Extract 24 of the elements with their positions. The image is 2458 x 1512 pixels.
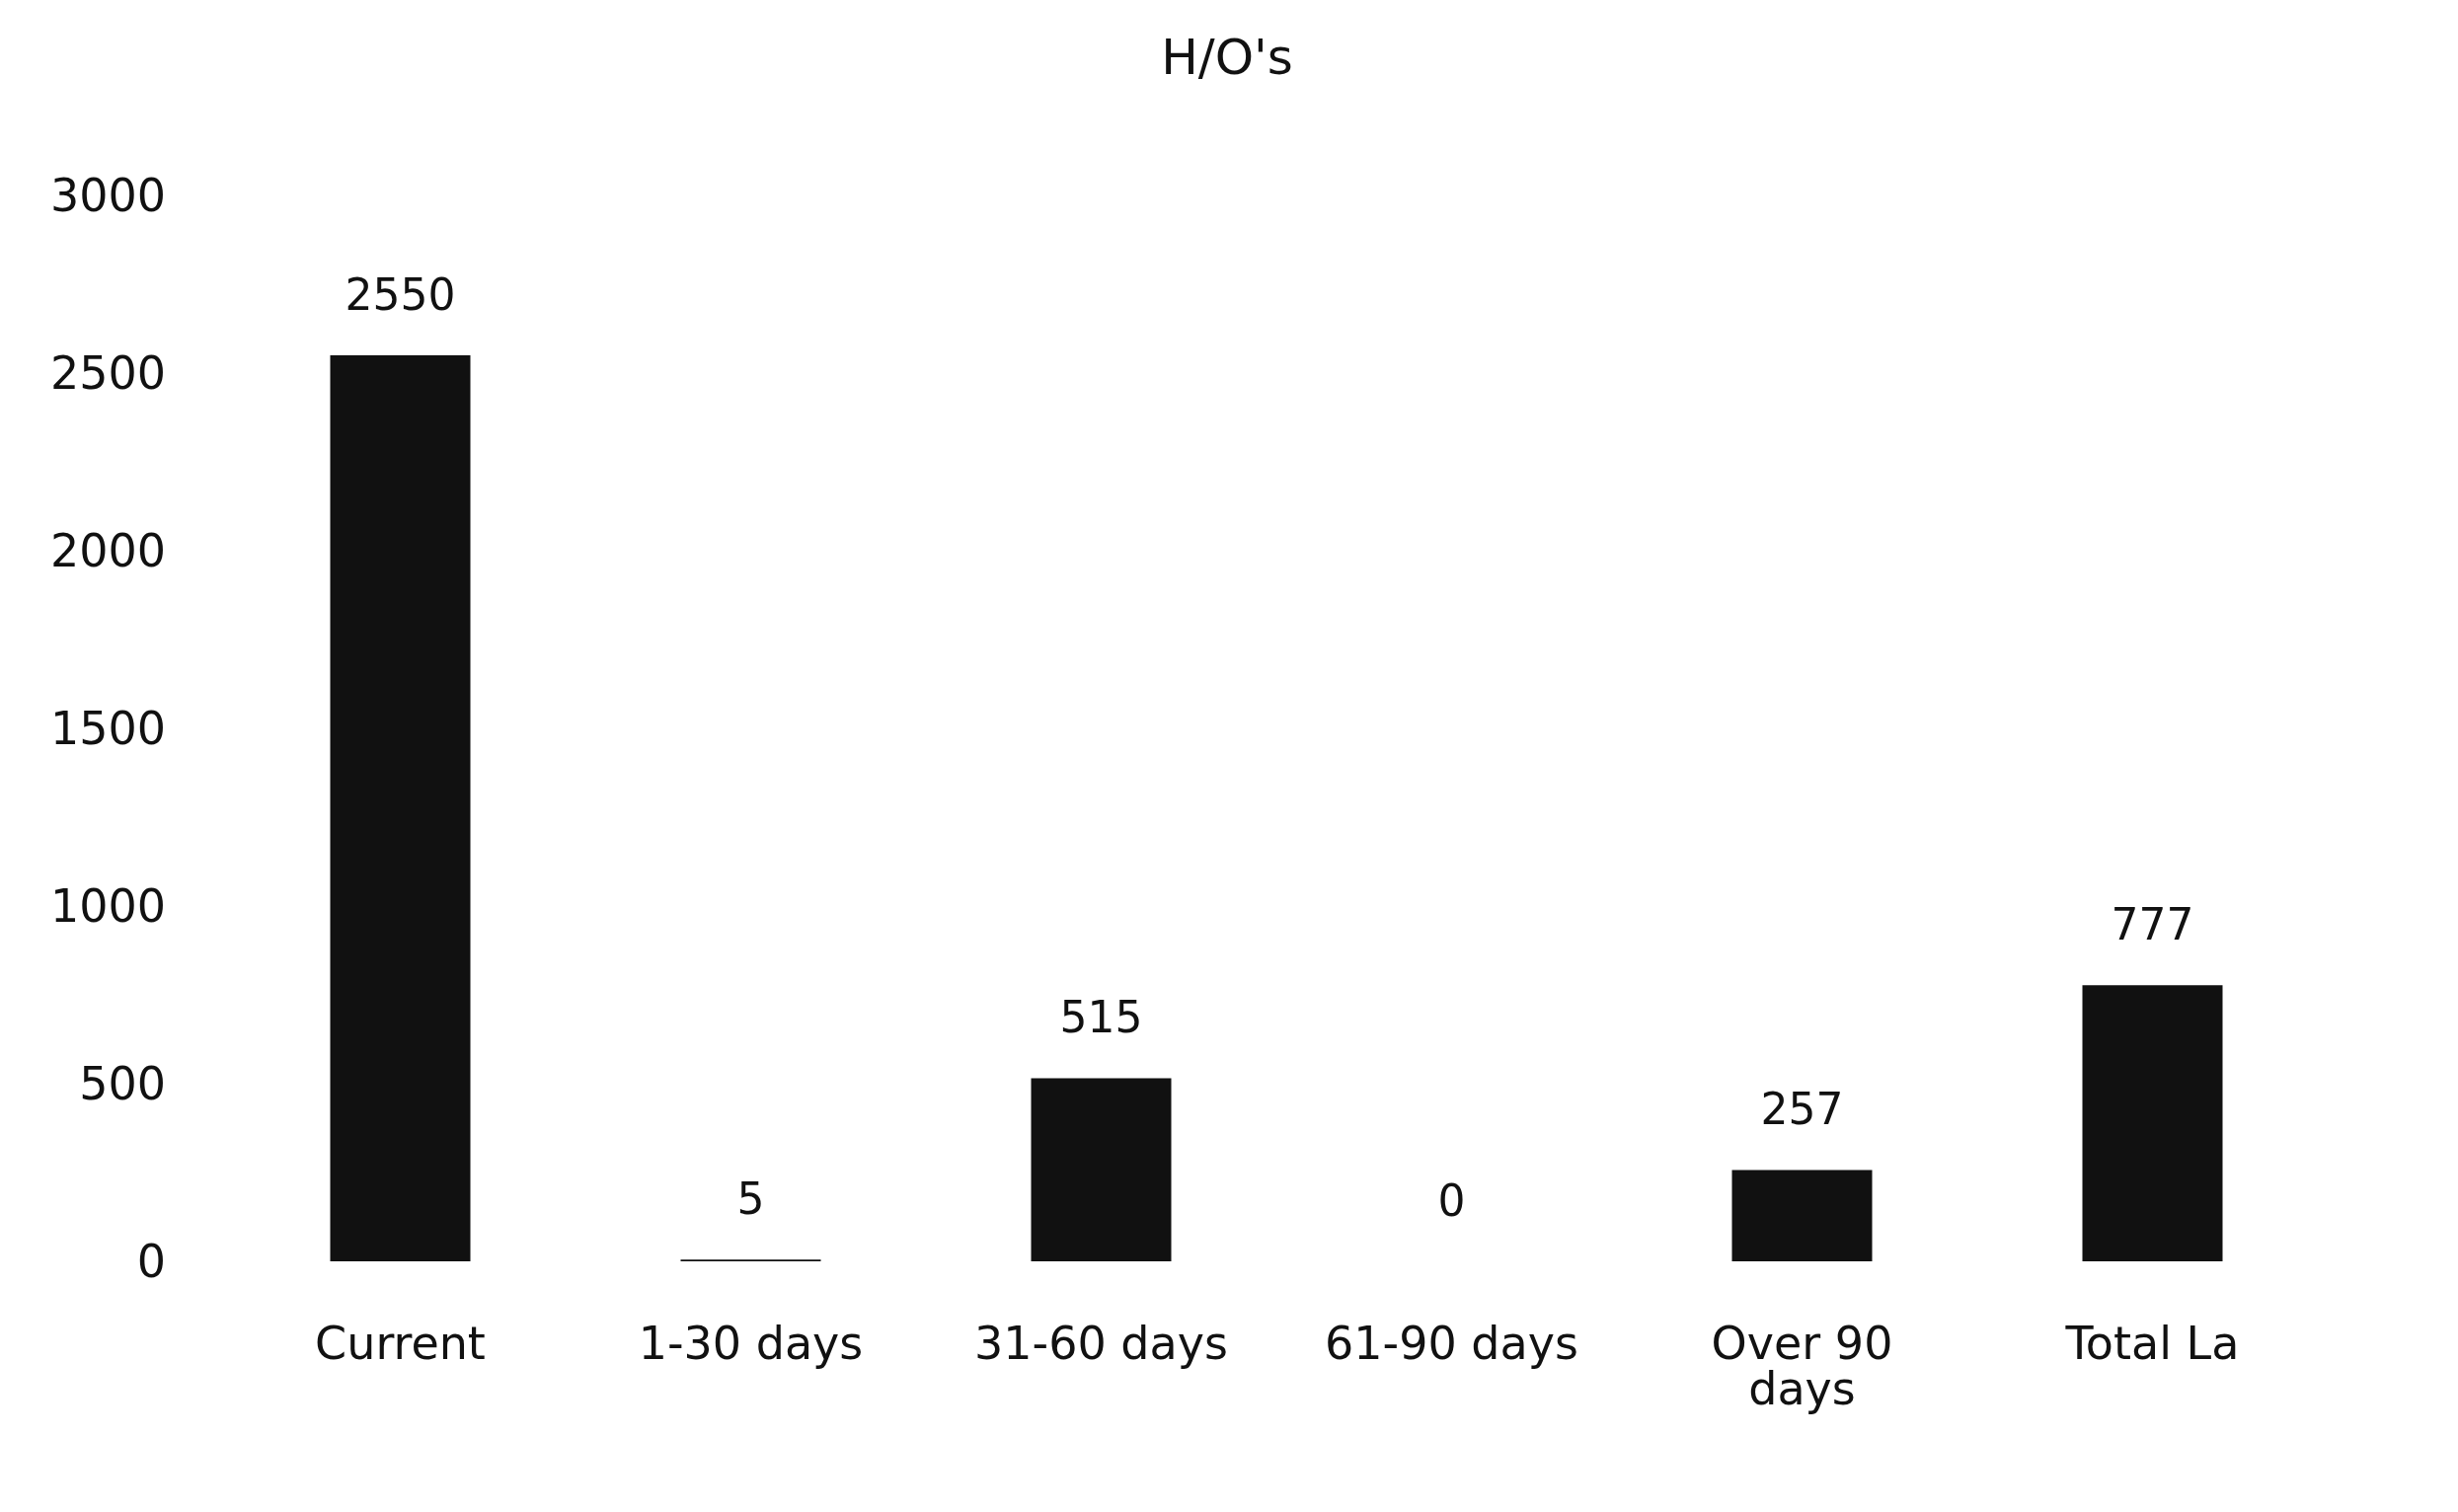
y-tick-label: 1000 — [49, 879, 166, 933]
data-label: 515 — [1059, 992, 1143, 1043]
chart-title: H/O's — [1161, 29, 1293, 86]
bar — [330, 355, 471, 1261]
data-label: 0 — [1437, 1174, 1466, 1226]
x-tick-label: Current — [315, 1317, 486, 1370]
y-tick-label: 2500 — [49, 346, 166, 400]
data-label: 5 — [736, 1172, 765, 1224]
y-tick-label: 500 — [79, 1057, 166, 1110]
x-tick-label: 61-90 days — [1325, 1317, 1578, 1370]
x-tick-label: 1-30 days — [638, 1317, 864, 1370]
y-tick-label: 0 — [136, 1235, 166, 1288]
x-tick-label: Over 90 days — [1711, 1317, 1893, 1415]
bar — [1031, 1078, 1172, 1261]
x-tick-label: Total La — [2064, 1317, 2240, 1370]
bar — [2082, 985, 2223, 1261]
data-label: 777 — [2111, 898, 2194, 949]
data-label: 257 — [1760, 1083, 1844, 1134]
y-tick-label: 3000 — [49, 169, 166, 222]
y-tick-label: 1500 — [49, 702, 166, 755]
y-tick-label: 2000 — [49, 524, 166, 577]
data-label: 2550 — [345, 268, 456, 320]
x-tick-label: 31-60 days — [974, 1317, 1228, 1370]
bar — [1731, 1170, 1873, 1261]
